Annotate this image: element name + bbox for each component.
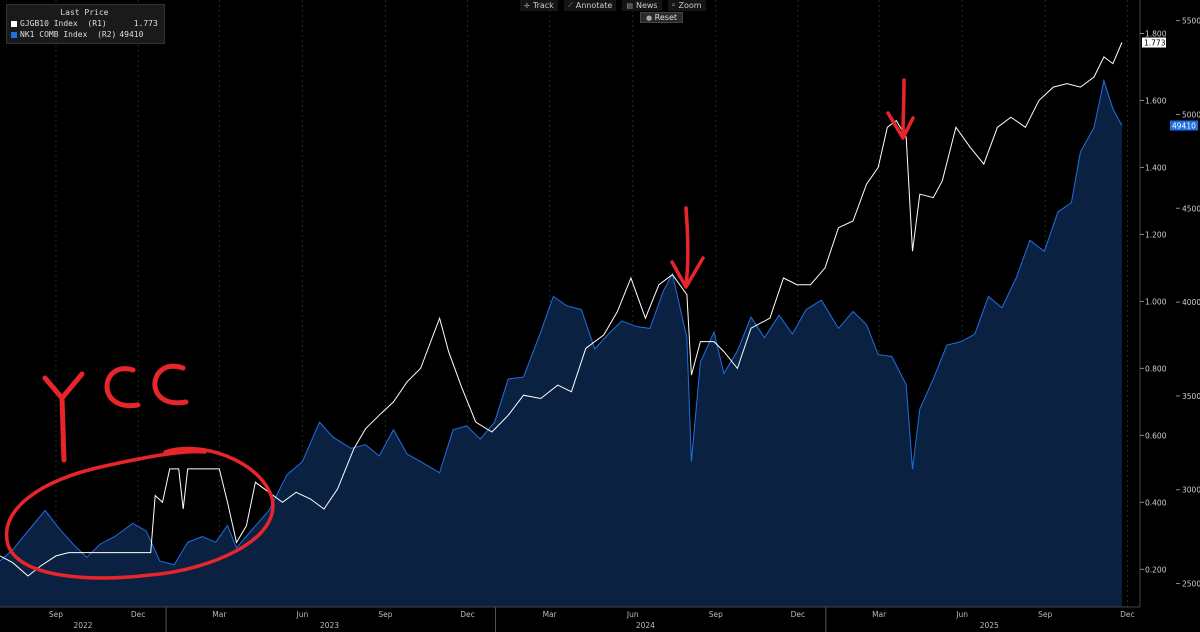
track-label: Track [532,1,554,10]
y1-tick-label: 1.200 [1145,230,1167,239]
ycc-letter-c2 [152,363,189,406]
x-tick-label: Jun [955,610,968,619]
gjgb10-series-line [0,42,1123,577]
hand-drawn-annotations [4,78,915,580]
y1-tick-label: 0.400 [1145,498,1167,507]
x-tick-label: Dec [131,610,146,619]
x-tick-label: Sep [378,610,392,619]
y2-tick-label: 30000 [1182,486,1200,495]
nk1-area [0,80,1122,607]
y2-tick-label: 25000 [1182,580,1200,589]
x-tick-label: Jun [296,610,309,619]
news-icon: ▤ [626,1,633,10]
reset-button[interactable]: ● Reset [640,12,684,23]
gjgb10-last-badge [1142,37,1166,48]
legend-label-nk1: NK1 COMB Index (R2) [20,30,117,39]
chart-toolbar: ✛ Track ⟋ Annotate ▤ News ⌕ Zoom [520,0,706,11]
ycc-letter-y [42,371,85,463]
magnifier-icon: ⌕ [671,1,676,9]
y1-tick-label: 1.800 [1145,29,1167,38]
legend-item-gjgb10[interactable]: GJGB10 Index (R1) 1.773 [11,18,158,29]
y2-tick-label: 55000 [1182,17,1200,26]
y-axis-panel [1140,0,1200,632]
zoom-label: Zoom [678,1,702,10]
annotate-button[interactable]: ⟋ Annotate [563,0,617,11]
legend-value-nk1: 49410 [119,30,144,39]
y1-tick-label: 1.400 [1145,163,1167,172]
x-year-label: 2022 [73,621,92,630]
legend-swatch-nk1 [11,31,17,38]
news-button[interactable]: ▤ News [622,0,662,11]
legend-header: Last Price [60,8,109,17]
x-tick-label: Dec [460,610,475,619]
last-value-badges: 1.773 49410 [1142,37,1198,131]
x-year-label: 2025 [980,621,999,630]
y2-tick-label: 40000 [1182,298,1200,307]
y1-tick-label: 1.600 [1145,96,1167,105]
nk1-last-badge [1170,120,1198,131]
ycc-letter-c1 [104,366,141,409]
reset-label: Reset [654,13,678,22]
crosshair-icon: ✛ [524,1,530,10]
news-label: News [635,1,658,10]
arrow-2025-down [886,78,915,140]
x-tick-label: Jun [626,610,639,619]
x-tick-label: Sep [49,610,63,619]
x-tick-label: Mar [212,610,227,619]
series-lines [0,42,1123,577]
x-tick-label: Mar [543,610,558,619]
x-tick-label: Sep [709,610,723,619]
legend-value-gjgb10: 1.773 [133,19,158,28]
arrow-2024-down [670,206,705,289]
legend: Last Price GJGB10 Index (R1) 1.773 NK1 C… [6,4,165,44]
nk1-last-label: 49410 [1172,122,1196,131]
nk1-series-line [0,78,1123,566]
nk1-area-fill [0,80,1122,607]
x-year-label: 2023 [320,621,339,630]
ycc-circle [4,446,275,580]
y2-tick-label: 50000 [1182,110,1200,119]
reset-icon: ● [646,14,653,22]
legend-item-nk1[interactable]: NK1 COMB Index (R2) 49410 [11,29,158,40]
legend-label-gjgb10: GJGB10 Index (R1) [20,19,107,28]
y1-tick-label: 0.200 [1145,565,1167,574]
x-tick-label: Dec [1120,610,1135,619]
x-tick-label: Dec [791,610,806,619]
y1-tick-label: 0.800 [1145,364,1167,373]
y2-tick-label: 35000 [1182,392,1200,401]
track-button[interactable]: ✛ Track [520,0,558,11]
y1-tick-label: 0.600 [1145,431,1167,440]
y1-tick-label: 1.000 [1145,297,1167,306]
annotate-label: Annotate [575,1,613,10]
legend-swatch-gjgb10 [11,20,17,27]
y2-tick-label: 45000 [1182,204,1200,213]
gjgb10-last-label: 1.773 [1144,39,1166,48]
x-tick-label: Mar [872,610,887,619]
x-tick-label: Sep [1038,610,1052,619]
pencil-icon: ⟋ [567,1,573,9]
x-year-label: 2024 [636,621,655,630]
zoom-button[interactable]: ⌕ Zoom [667,0,706,11]
